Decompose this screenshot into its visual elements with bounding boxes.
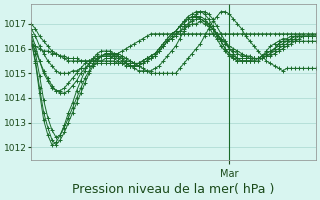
X-axis label: Pression niveau de la mer( hPa ): Pression niveau de la mer( hPa ) [72, 183, 275, 196]
